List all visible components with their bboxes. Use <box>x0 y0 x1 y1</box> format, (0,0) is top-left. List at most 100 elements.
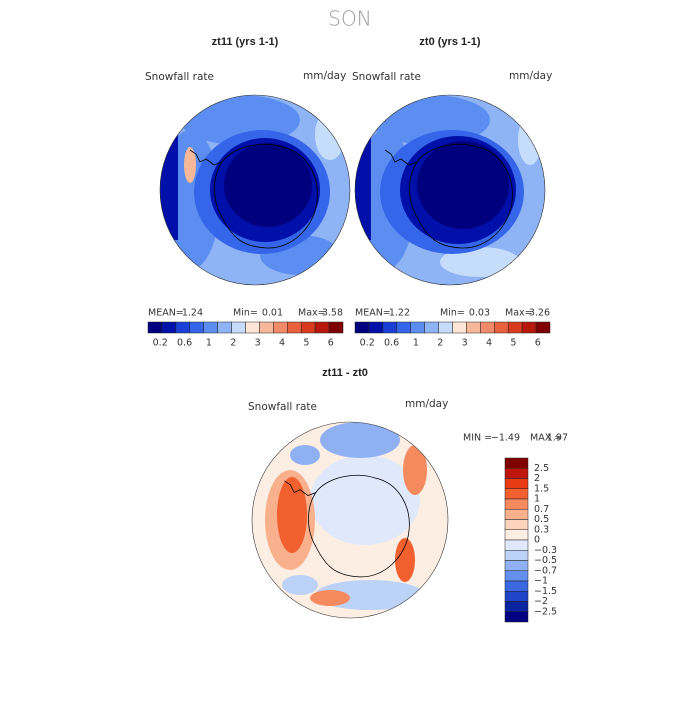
stat-label: MEAN= <box>355 308 391 319</box>
colorbar-label: 2 <box>437 338 443 349</box>
colorbar-label: 1 <box>413 338 419 349</box>
colorbar-label: 2.5 <box>534 463 549 474</box>
colorbar-box <box>189 321 204 334</box>
map-border <box>251 421 449 619</box>
colorbar-box <box>161 321 177 334</box>
colorbar-box <box>504 580 529 592</box>
colorbar-box <box>494 321 509 334</box>
colorbar-box <box>504 601 529 612</box>
colorbar-box <box>368 321 384 334</box>
colorbar-box <box>504 468 529 479</box>
stat-value: 3.58 <box>322 308 343 319</box>
colorbar-box <box>504 570 529 582</box>
colorbar-box <box>480 321 495 334</box>
colorbar-label: 0.6 <box>177 338 192 349</box>
variable-label: Snowfall rate <box>248 401 317 413</box>
colorbar-label: 0 <box>534 535 540 546</box>
stat-value: 0.01 <box>262 308 283 319</box>
colorbar-label: 3 <box>255 338 261 349</box>
map <box>355 95 545 285</box>
colorbar-box <box>535 321 551 334</box>
map <box>160 95 350 285</box>
colorbar-box <box>287 321 302 334</box>
colorbar-box <box>438 321 453 334</box>
stat-label: Max= <box>298 308 326 319</box>
colorbar-label: 6 <box>535 338 541 349</box>
map-border <box>159 94 351 286</box>
panel-title: zt11 (yrs 1-1) <box>212 36 279 48</box>
colorbar-box <box>521 321 537 334</box>
colorbar-box <box>259 321 274 334</box>
colorbar-box <box>273 321 288 334</box>
colorbar-box <box>300 321 316 334</box>
colorbar-box <box>504 560 529 571</box>
colorbar-box <box>354 321 370 334</box>
colorbar-box <box>147 321 163 334</box>
units-label: mm/day <box>509 70 552 82</box>
colorbar-label: 0.3 <box>534 524 549 535</box>
colorbar-box <box>504 550 529 561</box>
colorbar-label: 5 <box>303 338 309 349</box>
colorbar-box <box>410 321 425 334</box>
colorbar-label: 1 <box>206 338 212 349</box>
colorbar-label: 0.2 <box>153 338 168 349</box>
colorbar-box <box>504 611 529 623</box>
stat-value: 3.26 <box>529 308 550 319</box>
panel-title: zt11 - zt0 <box>322 367 368 379</box>
colorbar-label: 0.2 <box>360 338 375 349</box>
stat-label: MEAN= <box>148 308 184 319</box>
colorbar-box <box>245 321 260 334</box>
colorbar-box <box>504 539 529 551</box>
colorbar-label: 3 <box>462 338 468 349</box>
units-label: mm/day <box>405 398 448 410</box>
stat-value: −1.49 <box>491 433 520 444</box>
variable-label: Snowfall rate <box>145 71 214 83</box>
units-label: mm/day <box>303 70 346 82</box>
colorbar-box <box>504 529 529 541</box>
colorbar-label: −2 <box>534 596 548 607</box>
colorbar-box <box>217 321 232 334</box>
colorbar-box <box>328 321 344 334</box>
colorbar-box <box>504 488 529 500</box>
colorbar-box <box>504 509 529 520</box>
colorbar-box <box>504 591 529 602</box>
colorbar-box <box>504 519 529 530</box>
colorbar-box <box>382 321 398 334</box>
colorbar-box <box>452 321 467 334</box>
colorbar-label: −0.3 <box>534 545 557 556</box>
stat-value: 1.24 <box>182 308 203 319</box>
variable-label: Snowfall rate <box>352 71 421 83</box>
colorbar-box <box>507 321 523 334</box>
map <box>252 422 448 618</box>
colorbar-label: 1 <box>534 494 540 505</box>
colorbar-box <box>203 321 218 334</box>
colorbar-label: 2 <box>230 338 236 349</box>
stat-value: 1.97 <box>547 433 568 444</box>
colorbar-label: −0.5 <box>534 555 557 566</box>
stat-label: Max= <box>505 308 533 319</box>
stat-label: MAX = <box>530 433 562 444</box>
map-border <box>354 94 546 286</box>
colorbar-label: 5 <box>510 338 516 349</box>
colorbar-label: 0.6 <box>384 338 399 349</box>
colorbar-label: 0.5 <box>534 514 549 525</box>
colorbar-label: −0.7 <box>534 565 557 576</box>
colorbar-label: −1.5 <box>534 586 557 597</box>
colorbar-label: −2.5 <box>534 606 557 617</box>
stat-value: 0.03 <box>469 308 490 319</box>
stat-value: 1.22 <box>389 308 410 319</box>
stat-label: Min= <box>440 308 465 319</box>
colorbar-label: 1.5 <box>534 483 549 494</box>
figure-title: SON <box>328 7 371 31</box>
colorbar-box <box>175 321 191 334</box>
colorbar-box <box>504 498 529 510</box>
stat-label: Min= <box>233 308 258 319</box>
colorbar-label: 6 <box>328 338 334 349</box>
stat-label: MIN = <box>463 433 492 444</box>
colorbar-label: 0.7 <box>534 504 549 515</box>
colorbar-box <box>314 321 330 334</box>
colorbar-label: −1 <box>534 576 548 587</box>
colorbar-box <box>466 321 481 334</box>
colorbar-box <box>396 321 411 334</box>
